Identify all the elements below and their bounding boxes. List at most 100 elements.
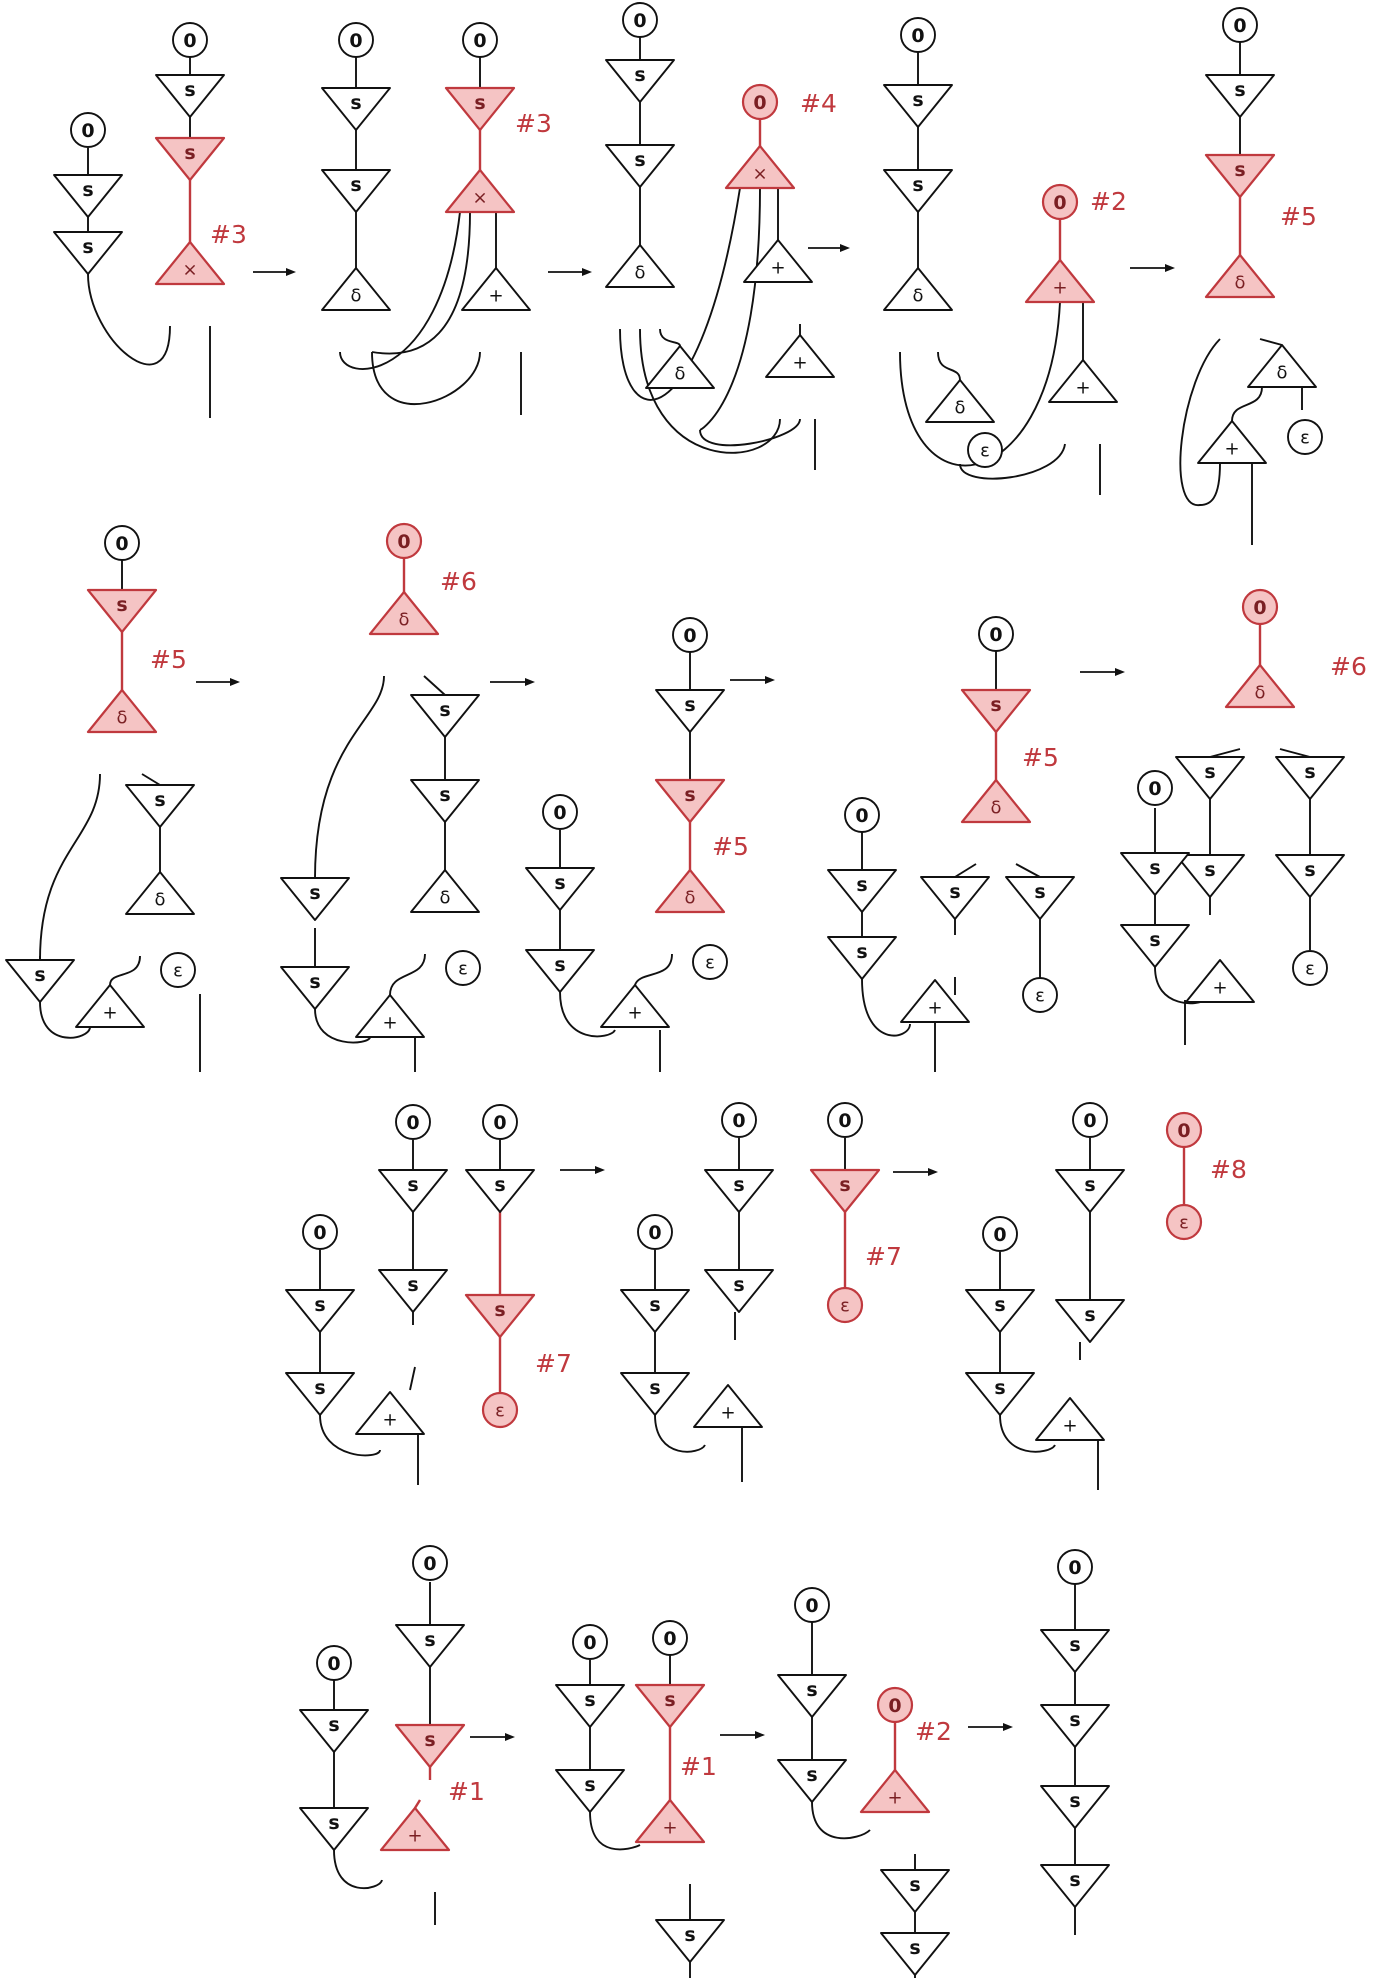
- zero-node: 0: [1057, 1549, 1093, 1585]
- add-glyph: +: [407, 1826, 422, 1847]
- succ-node: s: [5, 959, 75, 1003]
- add-glyph: +: [887, 1788, 902, 1809]
- wire: [333, 1849, 383, 1889]
- rule-tag: #8: [1210, 1155, 1247, 1184]
- succ-node: s: [965, 1372, 1035, 1416]
- wire: [339, 211, 461, 370]
- zero-glyph: 0: [397, 531, 410, 553]
- wire: [619, 187, 741, 401]
- zero-node: 0: [1222, 7, 1258, 43]
- zero-node: 0: [672, 617, 708, 653]
- succ-glyph: s: [856, 874, 867, 896]
- dup-node: δ: [605, 244, 675, 288]
- wire: [654, 1414, 706, 1453]
- zero-glyph: 0: [313, 1222, 326, 1244]
- step-arrow: [893, 1168, 938, 1176]
- succ-glyph: s: [949, 881, 960, 903]
- zero-node: 0: [104, 525, 140, 561]
- zero-glyph: 0: [1053, 192, 1066, 214]
- zero-glyph: 0: [993, 1224, 1006, 1246]
- succ-glyph: s: [1034, 881, 1045, 903]
- zero-glyph: 0: [805, 1595, 818, 1617]
- succ-glyph: s: [912, 89, 923, 111]
- zero-node: 0: [338, 22, 374, 58]
- rule-tag-layer: #3 #3 #4 #2 #5 #5 #6 #5 #5 #6 #7 #7 #8 #1 #1 #2: [150, 89, 1367, 1806]
- rule-tag: #6: [1330, 652, 1367, 681]
- zero-node: 0: [462, 22, 498, 58]
- dup-glyph: δ: [439, 888, 450, 909]
- rule-tag: #2: [1090, 187, 1127, 216]
- zero-glyph: 0: [1148, 778, 1161, 800]
- zero-glyph: 0: [349, 30, 362, 52]
- wire: [314, 675, 385, 879]
- succ-glyph: s: [439, 699, 450, 721]
- dup-node: δ: [321, 267, 391, 311]
- succ-node: s: [285, 1372, 355, 1416]
- dup-glyph: δ: [684, 888, 695, 909]
- succ-node: s: [655, 1919, 725, 1963]
- add-node: +: [1048, 359, 1118, 403]
- erase-glyph: ε: [458, 959, 468, 980]
- zero-glyph: 0: [423, 1553, 436, 1575]
- zero-glyph: 0: [911, 25, 924, 47]
- succ-node: s: [299, 1709, 369, 1753]
- wire: [413, 1799, 422, 1809]
- wire: [389, 953, 426, 996]
- zero-node: 0: [316, 1645, 352, 1681]
- succ-glyph: s: [994, 1294, 1005, 1316]
- succ-glyph: s: [424, 1729, 435, 1751]
- succ-node: s: [1055, 1169, 1125, 1213]
- succ-glyph: s: [1069, 1790, 1080, 1812]
- succ-node: s: [655, 689, 725, 733]
- step-arrow: [1130, 264, 1175, 272]
- rule-tag: #5: [1280, 202, 1317, 231]
- succ-glyph: s: [439, 784, 450, 806]
- add-glyph: +: [770, 258, 785, 279]
- succ-node: s: [777, 1674, 847, 1718]
- succ-node: s: [1275, 854, 1345, 898]
- step-arrow: [968, 1723, 1013, 1731]
- zero-node: 0: [844, 797, 880, 833]
- zero-node: 0: [876, 1686, 914, 1724]
- succ-glyph: s: [82, 236, 93, 258]
- succ-glyph: s: [154, 789, 165, 811]
- step-arrow: [1080, 668, 1125, 676]
- succ-node: s: [883, 84, 953, 128]
- wire: [1279, 748, 1311, 758]
- dup-glyph: δ: [350, 286, 361, 307]
- succ-node: s: [1005, 876, 1075, 920]
- erase-glyph: ε: [173, 961, 183, 982]
- succ-node: s: [410, 694, 480, 738]
- add-node: +: [1185, 959, 1255, 1003]
- zero-node: 0: [900, 17, 936, 53]
- zero-node: 0: [794, 1587, 830, 1623]
- succ-node: s: [960, 688, 1032, 734]
- dup-node: δ: [1247, 344, 1317, 388]
- zero-glyph: 0: [493, 1112, 506, 1134]
- succ-glyph: s: [806, 1679, 817, 1701]
- zero-node: 0: [741, 83, 779, 121]
- succ-node: s: [444, 86, 516, 132]
- succ-node: s: [880, 1869, 950, 1913]
- dup-glyph: δ: [1276, 363, 1287, 384]
- succ-glyph: s: [494, 1174, 505, 1196]
- dup-node: δ: [1204, 253, 1276, 299]
- zero-glyph: 0: [633, 10, 646, 32]
- succ-glyph: s: [909, 1937, 920, 1959]
- succ-glyph: s: [634, 149, 645, 171]
- node-layer: 0 s s × 0 s s 0 s s δ 0 s × +0 s s δ 0 × + δ +0 s s δ 0 + + δ ε 0 s s δ δ ε +…: [5, 2, 1345, 1976]
- succ-node: s: [86, 588, 158, 634]
- dup-glyph: δ: [1234, 273, 1245, 294]
- erase-glyph: ε: [1179, 1213, 1189, 1234]
- add-glyph: +: [382, 1013, 397, 1034]
- succ-node: s: [464, 1293, 536, 1339]
- succ-glyph: s: [584, 1689, 595, 1711]
- dup-node: δ: [368, 590, 440, 636]
- succ-node: s: [378, 1269, 448, 1313]
- succ-node: s: [299, 1807, 369, 1851]
- erase-node: ε: [445, 950, 481, 986]
- succ-glyph: s: [1149, 857, 1160, 879]
- wire: [559, 991, 616, 1038]
- dup-glyph: δ: [116, 708, 127, 729]
